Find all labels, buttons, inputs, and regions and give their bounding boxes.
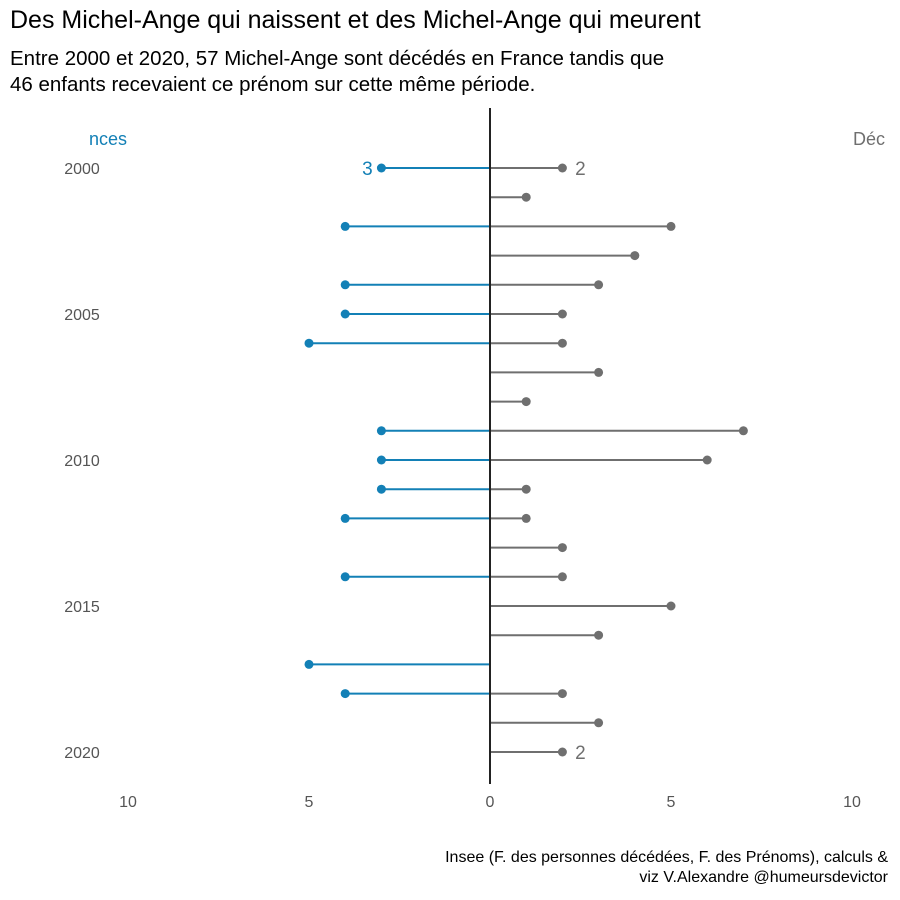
chart-caption: Insee (F. des personnes décédées, F. des… (445, 848, 888, 888)
deaths-point (557, 309, 567, 319)
deaths-point (666, 221, 676, 231)
deaths-point (557, 572, 567, 582)
deaths-value-label: 2 (575, 743, 586, 764)
deaths-point (557, 689, 567, 699)
y-tick-label: 2015 (64, 599, 100, 616)
births-value-label: 3 (362, 159, 373, 180)
x-tick-label: 5 (667, 794, 676, 811)
deaths-point (557, 543, 567, 553)
y-tick-label: 2020 (64, 745, 100, 762)
deaths-point (557, 747, 567, 757)
births-point (304, 338, 314, 348)
births-point (376, 484, 386, 494)
deaths-point (521, 484, 531, 494)
y-tick-label: 2010 (64, 453, 100, 470)
births-point (304, 659, 314, 669)
y-tick-label: 2005 (64, 307, 100, 324)
series-label-births: nces (89, 129, 127, 149)
deaths-point (594, 718, 604, 728)
births-point (340, 689, 350, 699)
deaths-value-label: 2 (575, 159, 586, 180)
chart-subtitle: Entre 2000 et 2020, 57 Michel-Ange sont … (10, 46, 870, 98)
deaths-point (738, 426, 748, 436)
deaths-point (557, 338, 567, 348)
deaths-point (666, 601, 676, 611)
deaths-point (594, 367, 604, 377)
chart-title: Des Michel-Ange qui naissent et des Mich… (10, 6, 701, 34)
deaths-point (557, 163, 567, 173)
deaths-point (630, 251, 640, 261)
deaths-point (521, 192, 531, 202)
deaths-point (594, 630, 604, 640)
deaths-point (594, 280, 604, 290)
y-tick-label: 2000 (64, 161, 100, 178)
x-tick-label: 10 (843, 794, 861, 811)
caption-line-1: Insee (F. des personnes décédées, F. des… (445, 849, 888, 866)
deaths-point (521, 513, 531, 523)
deaths-point (702, 455, 712, 465)
births-point (340, 513, 350, 523)
births-point (340, 572, 350, 582)
births-point (340, 309, 350, 319)
subtitle-line-1: Entre 2000 et 2020, 57 Michel-Ange sont … (10, 47, 665, 70)
x-tick-label: 5 (305, 794, 314, 811)
deaths-point (521, 397, 531, 407)
x-tick-label: 0 (486, 794, 495, 811)
births-point (376, 426, 386, 436)
births-point (376, 455, 386, 465)
caption-line-2: viz V.Alexandre @humeursdevictor (639, 869, 888, 886)
x-tick-label: 10 (119, 794, 137, 811)
births-point (340, 280, 350, 290)
births-point (376, 163, 386, 173)
series-label-deaths: Déc (853, 129, 885, 149)
subtitle-line-2: 46 enfants recevaient ce prénom sur cett… (10, 73, 536, 96)
births-point (340, 221, 350, 231)
